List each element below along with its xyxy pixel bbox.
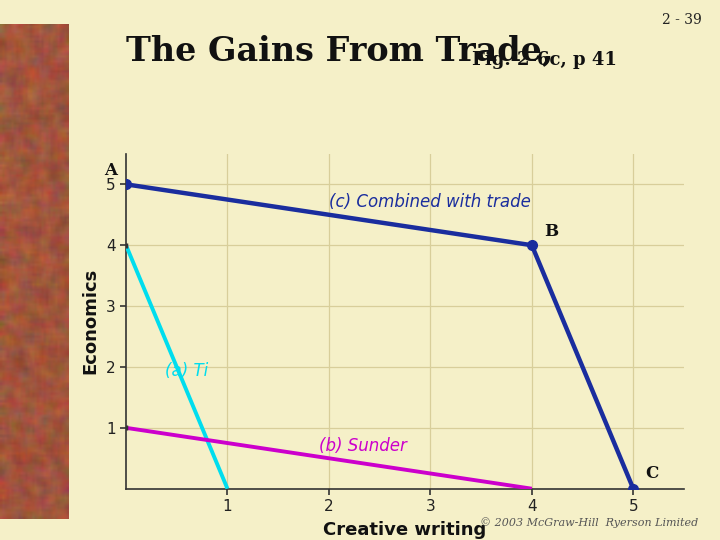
Text: (c) Combined with trade: (c) Combined with trade: [329, 193, 531, 212]
X-axis label: Creative writing: Creative writing: [323, 521, 487, 539]
Text: A: A: [104, 162, 117, 179]
Y-axis label: Economics: Economics: [81, 268, 99, 374]
Text: (a) Ti: (a) Ti: [165, 362, 208, 380]
Text: 2 - 39: 2 - 39: [662, 14, 702, 28]
Text: C: C: [645, 465, 659, 482]
Text: Fig. 2-6c, p 41: Fig. 2-6c, p 41: [472, 51, 616, 69]
Text: B: B: [544, 223, 558, 240]
Text: (b) Sunder: (b) Sunder: [319, 437, 407, 455]
Text: The Gains From Trade,: The Gains From Trade,: [126, 35, 554, 68]
Text: © 2003 McGraw-Hill  Ryerson Limited: © 2003 McGraw-Hill Ryerson Limited: [480, 517, 698, 528]
